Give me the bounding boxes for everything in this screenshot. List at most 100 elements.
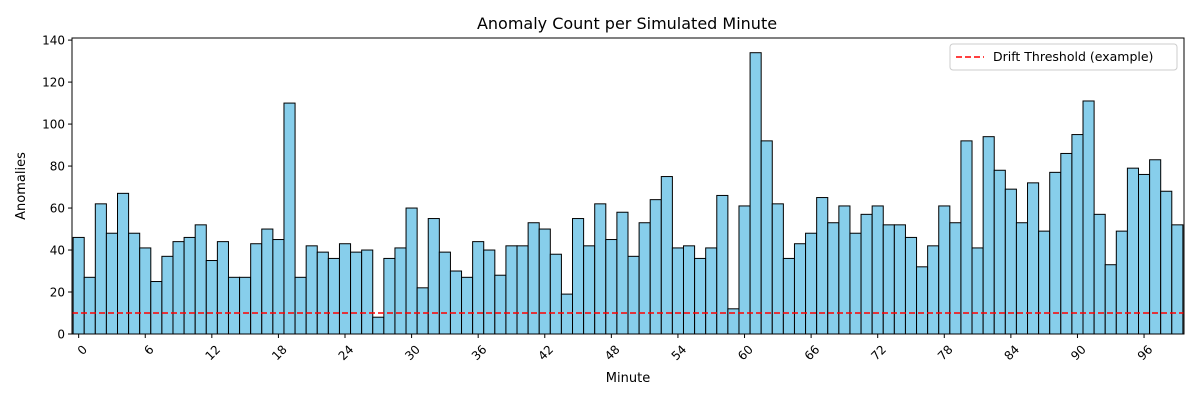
bar-minute-88 bbox=[1049, 171, 1062, 335]
legend-threshold-label: Drift Threshold (example) bbox=[993, 49, 1153, 64]
bar-minute-83 bbox=[993, 169, 1006, 335]
bar-minute-93 bbox=[1104, 264, 1117, 335]
bar-minute-13 bbox=[216, 241, 229, 335]
bar-minute-7 bbox=[150, 281, 163, 335]
bar-minute-45 bbox=[572, 218, 585, 335]
bar-minute-33 bbox=[438, 251, 451, 335]
bar-minute-34 bbox=[449, 270, 463, 335]
bar-minute-0 bbox=[72, 236, 85, 335]
bar-minute-74 bbox=[893, 224, 906, 335]
bar-minute-82 bbox=[982, 136, 995, 335]
y-tick-label-120: 120 bbox=[42, 76, 65, 90]
bar-minute-41 bbox=[527, 222, 540, 335]
legend: Drift Threshold (example) bbox=[949, 43, 1178, 71]
bar-minute-65 bbox=[793, 243, 807, 335]
bar-minute-78 bbox=[938, 205, 951, 335]
bar-minute-37 bbox=[483, 249, 496, 335]
bar-minute-47 bbox=[594, 203, 607, 335]
bar-minute-39 bbox=[505, 245, 518, 335]
bar-minute-57 bbox=[705, 247, 718, 335]
bar-minute-91 bbox=[1082, 100, 1095, 335]
bar-minute-60 bbox=[738, 205, 751, 335]
bar-minute-81 bbox=[971, 247, 984, 335]
bar-minute-2 bbox=[94, 203, 107, 335]
bar-minute-80 bbox=[960, 140, 973, 335]
bar-minute-31 bbox=[416, 287, 429, 335]
bar-minute-66 bbox=[805, 232, 818, 335]
bar-minute-96 bbox=[1138, 173, 1151, 335]
bar-minute-56 bbox=[694, 257, 707, 335]
bar-minute-95 bbox=[1126, 167, 1140, 335]
bar-minute-42 bbox=[538, 228, 551, 335]
bar-minute-71 bbox=[860, 213, 873, 335]
bar-minute-89 bbox=[1060, 152, 1073, 335]
y-tick-label-100: 100 bbox=[42, 118, 65, 132]
bar-minute-63 bbox=[771, 203, 784, 335]
bar-minute-43 bbox=[549, 253, 562, 335]
y-tick-label-20: 20 bbox=[50, 286, 65, 300]
bar-minute-16 bbox=[250, 243, 263, 335]
bar-minute-77 bbox=[927, 245, 940, 335]
bar-minute-35 bbox=[461, 276, 474, 335]
bar-minute-62 bbox=[760, 140, 773, 335]
y-axis-ticks: 0 20 40 60 80 100 120 140 bbox=[42, 34, 72, 342]
bar-minute-5 bbox=[128, 232, 141, 335]
bar-minute-64 bbox=[782, 257, 795, 335]
bar-minute-53 bbox=[660, 176, 673, 335]
plot-frame bbox=[71, 37, 1185, 335]
bar-minute-46 bbox=[583, 245, 596, 335]
bar-minute-61 bbox=[749, 52, 762, 335]
bar-minute-20 bbox=[294, 276, 307, 335]
bar-minute-94 bbox=[1115, 230, 1128, 335]
bar-minute-68 bbox=[827, 222, 840, 335]
bar-minute-25 bbox=[350, 251, 363, 335]
bar-minute-86 bbox=[1027, 182, 1040, 335]
bar-minute-14 bbox=[227, 276, 241, 335]
bar-minute-79 bbox=[949, 222, 962, 335]
y-tick-label-80: 80 bbox=[50, 160, 65, 174]
bar-minute-15 bbox=[239, 276, 252, 335]
bar-minute-75 bbox=[904, 236, 918, 335]
bar-minute-1 bbox=[83, 276, 96, 335]
bar-minute-30 bbox=[405, 207, 418, 335]
bar-minute-52 bbox=[649, 199, 662, 335]
bar-minute-32 bbox=[427, 218, 440, 335]
bar-minute-69 bbox=[838, 205, 851, 335]
y-tick-label-60: 60 bbox=[50, 202, 65, 216]
bar-minute-29 bbox=[394, 247, 407, 335]
bar-minute-50 bbox=[627, 255, 640, 335]
bar-minute-90 bbox=[1071, 134, 1084, 335]
y-axis-label: Anomalies bbox=[14, 152, 29, 220]
bar-minute-55 bbox=[682, 245, 696, 335]
bar-minute-49 bbox=[616, 211, 629, 335]
bar-minute-97 bbox=[1149, 159, 1162, 335]
chart-title: Anomaly Count per Simulated Minute bbox=[477, 14, 777, 33]
bar-minute-27 bbox=[372, 316, 385, 335]
bar-minute-10 bbox=[183, 236, 196, 335]
bar-minute-92 bbox=[1093, 213, 1106, 335]
x-axis-label: Minute bbox=[606, 371, 650, 386]
bar-minute-11 bbox=[194, 224, 207, 335]
bar-minute-28 bbox=[383, 257, 396, 335]
bar-minute-54 bbox=[671, 247, 684, 335]
bar-minute-9 bbox=[172, 241, 185, 335]
bar-minute-3 bbox=[105, 232, 119, 335]
bar-minute-8 bbox=[161, 255, 174, 335]
bar-minute-24 bbox=[338, 243, 352, 335]
bar-minute-26 bbox=[361, 249, 374, 335]
bar-minute-87 bbox=[1038, 230, 1051, 335]
bar-minute-44 bbox=[560, 293, 574, 335]
bar-minute-51 bbox=[638, 222, 651, 335]
bar-minute-85 bbox=[1015, 222, 1029, 335]
bar-minute-12 bbox=[205, 260, 218, 335]
bar-minute-18 bbox=[272, 239, 285, 335]
bar-minute-6 bbox=[139, 247, 152, 335]
bar-minute-99 bbox=[1171, 224, 1184, 335]
y-tick-label-140: 140 bbox=[42, 34, 65, 48]
bar-minute-70 bbox=[849, 232, 862, 335]
bar-minute-36 bbox=[472, 241, 485, 335]
legend-box bbox=[949, 43, 1178, 71]
bar-minute-73 bbox=[882, 224, 895, 335]
y-tick-label-40: 40 bbox=[50, 244, 65, 258]
bar-minute-48 bbox=[605, 239, 618, 335]
